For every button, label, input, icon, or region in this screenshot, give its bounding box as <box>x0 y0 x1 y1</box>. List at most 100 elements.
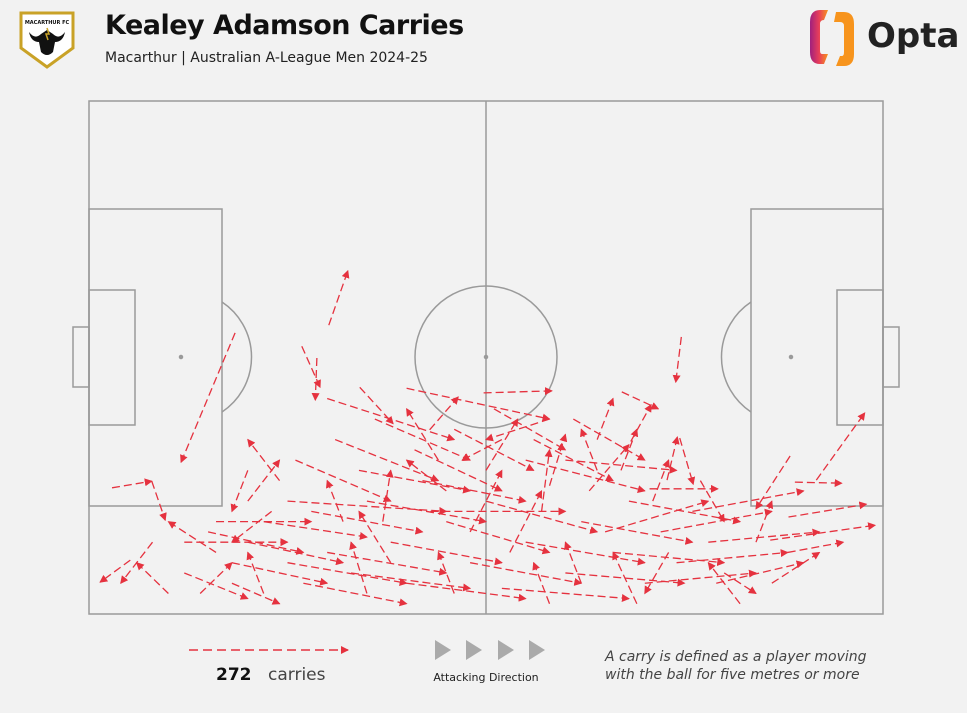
carry-arrow <box>483 387 553 396</box>
attacking-direction-arrows <box>435 640 545 660</box>
carry-arrow <box>532 561 551 604</box>
carry-arrow <box>406 387 551 422</box>
carry-arrow <box>501 587 630 603</box>
carry-arrow <box>453 428 535 471</box>
direction-triangle-icon <box>529 640 545 660</box>
carry-arrow <box>231 562 329 586</box>
carry-arrow <box>652 459 670 502</box>
centre-spot <box>483 354 489 360</box>
carry-arrow <box>644 552 670 595</box>
centre-circle <box>414 285 558 429</box>
carry-arrow <box>533 439 614 482</box>
carry-arrow <box>485 418 519 471</box>
right-penalty-arc <box>720 301 752 413</box>
carry-arrow <box>794 479 843 488</box>
carry-arrow <box>406 582 527 602</box>
carry-arrow <box>429 396 459 431</box>
right-penalty-spot <box>788 354 794 360</box>
carry-arrow <box>815 412 866 481</box>
carry-definition-note: A carry is defined as a player moving wi… <box>605 648 867 684</box>
carry-arrow <box>787 539 845 554</box>
carry-arrow <box>581 521 694 545</box>
opta-brand-text: Opta <box>867 16 960 56</box>
carry-arrow <box>111 478 153 489</box>
carry-arrow <box>180 332 236 464</box>
carry-arrow <box>120 541 154 585</box>
left-penalty-arc <box>221 301 253 413</box>
carry-arrow <box>624 403 652 453</box>
direction-triangle-icon <box>435 640 451 660</box>
carry-arrow <box>325 479 344 522</box>
carry-arrow <box>406 407 439 461</box>
carry-arrow <box>621 391 660 410</box>
carry-arrow <box>446 521 551 555</box>
carry-arrow <box>588 443 630 492</box>
carry-arrow <box>672 336 682 384</box>
left-penalty-spot <box>178 354 184 360</box>
carry-arrow <box>666 436 680 481</box>
carry-arrow <box>230 470 249 513</box>
carry-arrow <box>231 582 281 605</box>
carry-arrow <box>311 510 424 535</box>
carry-arrow <box>199 562 233 594</box>
page-title: Kealey Adamson Carries <box>105 10 464 41</box>
carry-arrow <box>580 428 598 471</box>
carry-arrow <box>485 500 599 534</box>
carry-arrow <box>99 559 131 583</box>
left-penalty-box <box>88 208 223 507</box>
carry-arrow <box>414 449 503 492</box>
carry-arrow <box>470 562 583 586</box>
right-six-yard-box <box>836 289 884 426</box>
carry-arrow <box>349 541 368 594</box>
carry-arrow <box>564 541 582 584</box>
carry-arrow <box>628 500 742 525</box>
attacking-direction-label: Attacking Direction <box>433 671 539 684</box>
carry-arrow <box>366 500 487 525</box>
carry-arrow <box>151 480 167 522</box>
right-goal <box>882 326 900 388</box>
carry-arrow <box>699 480 725 523</box>
carry-arrow <box>167 521 217 553</box>
carry-arrow <box>461 439 503 461</box>
carry-arrow <box>328 269 350 326</box>
pitch <box>72 100 900 615</box>
carry-arrow <box>405 459 447 492</box>
carry-arrow <box>660 508 773 533</box>
carry-count-label: carries <box>268 665 326 685</box>
carry-arrow <box>327 397 456 442</box>
carry-arrow <box>390 541 503 566</box>
direction-triangle-icon <box>498 640 514 660</box>
carry-arrow <box>301 345 321 389</box>
carry-arrow <box>565 459 678 474</box>
carry-arrow <box>540 448 553 512</box>
carry-arrow <box>573 418 646 461</box>
carry-arrow <box>676 549 789 564</box>
carry-arrow <box>612 551 638 605</box>
carry-arrow <box>755 500 774 543</box>
carry-arrow <box>246 551 265 594</box>
carry-arrow <box>770 522 877 541</box>
carries-layer <box>99 269 877 607</box>
left-six-yard-box <box>88 289 136 426</box>
carry-arrow <box>493 408 567 451</box>
carry-arrow <box>679 437 696 486</box>
carry-arrow <box>620 428 639 471</box>
page-subtitle: Macarthur | Australian A-League Men 2024… <box>105 50 428 66</box>
carry-arrow <box>509 489 543 553</box>
carry-arrow <box>247 541 345 566</box>
right-penalty-box <box>750 208 884 507</box>
note-line-1: A carry is defined as a player moving <box>605 649 867 665</box>
carry-arrow <box>548 433 568 486</box>
carry-arrow <box>287 500 448 515</box>
carry-arrow <box>644 569 757 584</box>
carry-arrow <box>422 479 527 504</box>
carry-arrow <box>303 582 408 607</box>
team-crest-text: MACARTHUR FC <box>25 20 70 26</box>
carry-arrow <box>207 531 305 555</box>
carry-arrow <box>755 455 791 510</box>
carry-arrow <box>723 572 757 595</box>
carry-arrow <box>350 572 472 592</box>
carry-arrow <box>295 459 392 503</box>
carry-arrow <box>692 488 805 513</box>
